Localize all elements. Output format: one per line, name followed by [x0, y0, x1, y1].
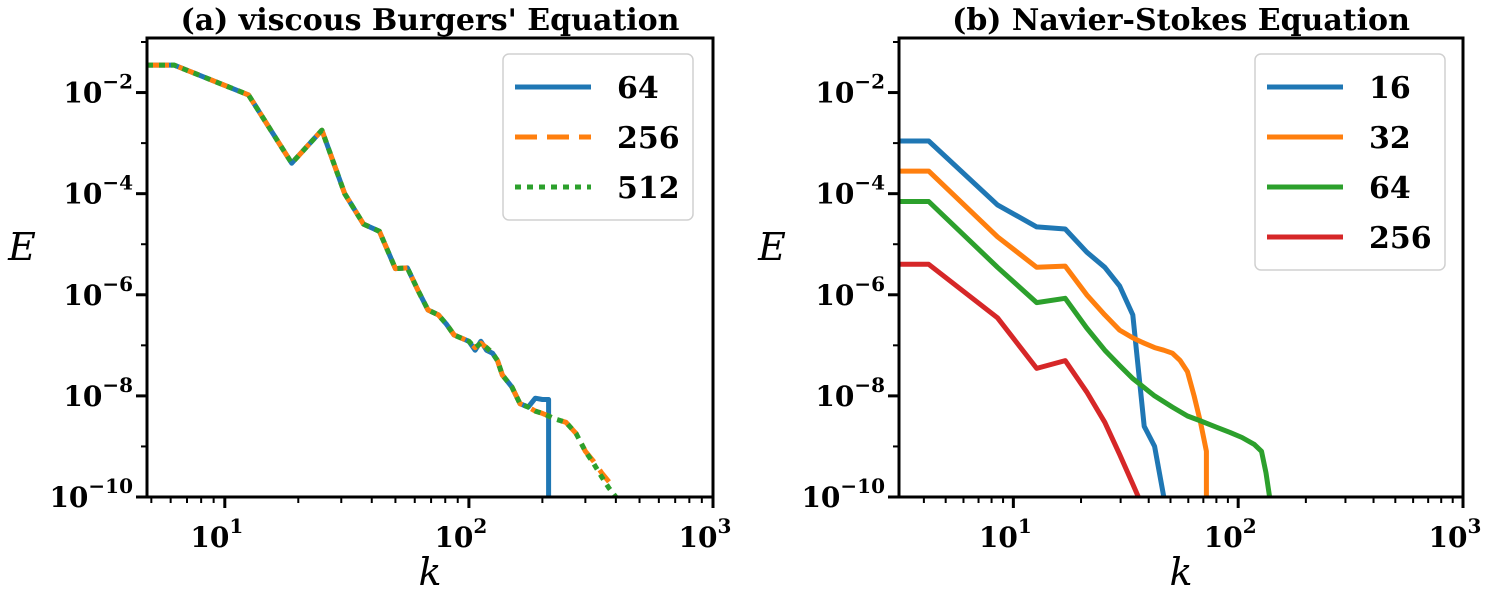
- y-tick-label: 10−8: [63, 373, 133, 413]
- y-axis-label: E: [7, 225, 36, 269]
- x-tick-label: 102: [434, 514, 487, 554]
- series-group: [147, 62, 618, 497]
- x-tick-label: 102: [1204, 514, 1257, 554]
- y-axis-label: E: [757, 225, 786, 269]
- series-line-64: [899, 199, 1273, 497]
- y-tick-label: 10−10: [49, 474, 133, 514]
- x-tick-label: 103: [1429, 514, 1482, 554]
- x-tick-label: 101: [190, 514, 243, 554]
- y-tick-label: 10−6: [63, 272, 133, 312]
- series-line-16: [899, 138, 1167, 497]
- plot-frame: [897, 36, 1465, 499]
- legend-label-256: 256: [617, 121, 680, 156]
- legend-label-64: 64: [1369, 171, 1411, 206]
- legend-label-32: 32: [1369, 121, 1411, 156]
- y-tick-label: 10−2: [815, 70, 885, 110]
- y-tick-label: 10−4: [815, 171, 885, 211]
- x-tick-label: 103: [679, 514, 732, 554]
- y-tick-label: 10−2: [63, 70, 133, 110]
- y-tick-label: 10−8: [815, 373, 885, 413]
- legend-label-512: 512: [617, 171, 680, 206]
- panel-a: (a) viscous Burgers' Equation k E 101 102…: [7, 3, 731, 594]
- legend-label-64: 64: [617, 71, 659, 106]
- y-tick-label: 10−10: [801, 474, 885, 514]
- series-line-256: [899, 261, 1141, 497]
- legend-label-256: 256: [1369, 221, 1432, 256]
- series-group: [899, 138, 1273, 497]
- x-tick-label: 101: [979, 514, 1032, 554]
- chart-title: (b) Navier-Stokes Equation: [952, 3, 1410, 38]
- y-tick-label: 10−4: [63, 171, 133, 211]
- y-tick-label: 10−6: [815, 272, 885, 312]
- x-axis-label: k: [1169, 550, 1192, 594]
- plot-frame: [145, 36, 715, 499]
- legend-box: [1254, 53, 1446, 271]
- series-line-32: [899, 168, 1209, 497]
- chart-title: (a) viscous Burgers' Equation: [181, 3, 680, 38]
- series-line-64: [147, 62, 552, 497]
- legend-label-16: 16: [1369, 71, 1411, 106]
- legend-box: [502, 53, 694, 221]
- panel-b: (b) Navier-Stokes Equation k E 101 102 103…: [757, 3, 1481, 594]
- x-axis-label: k: [418, 550, 441, 594]
